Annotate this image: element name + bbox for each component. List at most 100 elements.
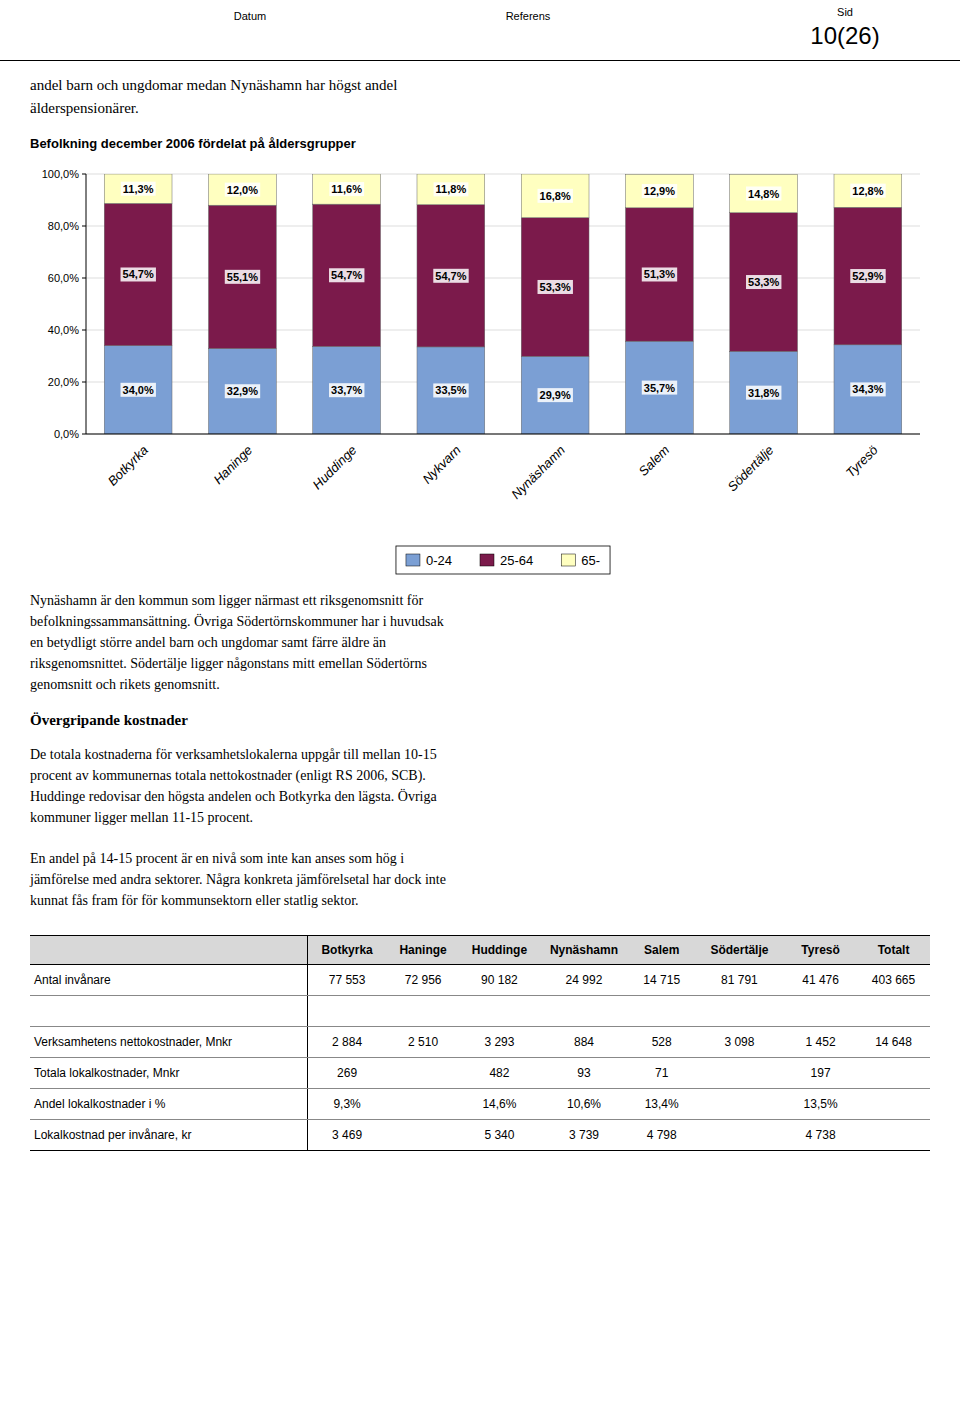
legend-swatch [406, 554, 420, 566]
data-label: 32,9% [227, 385, 258, 397]
table-header-cell: Nynäshamn [539, 936, 628, 965]
y-tick [82, 174, 86, 175]
bar-segment [417, 205, 485, 347]
bar-segment [104, 203, 172, 345]
table-cell: 3 098 [695, 1027, 784, 1058]
data-label-bg [121, 182, 156, 196]
table-cell [857, 1089, 930, 1120]
data-label-group: 12,0% [225, 183, 260, 197]
table-cell [307, 996, 387, 1027]
table-cell: 13,4% [629, 1089, 695, 1120]
x-tick-label: Salem [636, 442, 673, 479]
data-label: 16,8% [540, 190, 571, 202]
table: BotkyrkaHaningeHuddingeNynäshamnSalemSöd… [30, 935, 930, 1151]
table-head: BotkyrkaHaningeHuddingeNynäshamnSalemSöd… [30, 936, 930, 965]
y-tick [82, 382, 86, 383]
data-label-group: 54,7% [121, 267, 156, 281]
chart-title: Befolkning december 2006 fördelat på åld… [30, 136, 930, 151]
bar-segment [417, 347, 485, 434]
table-cell [857, 1120, 930, 1151]
data-label: 33,7% [331, 384, 362, 396]
data-label: 34,3% [852, 383, 883, 395]
data-label-bg [538, 189, 573, 203]
intro-text: andel barn och ungdomar medan Nynäshamn … [30, 74, 930, 119]
data-label-bg [850, 269, 885, 283]
data-label-group: 32,9% [225, 384, 260, 398]
data-label-group: 51,3% [642, 267, 677, 281]
table-cell [857, 1058, 930, 1089]
legend-label: 65- [581, 553, 600, 568]
bar-segment [208, 348, 276, 434]
bars [104, 174, 902, 434]
x-tick-label: Nykvarn [419, 442, 463, 486]
y-tick-label: 100,0% [42, 168, 80, 180]
table-cell: 24 992 [539, 965, 628, 996]
data-label-group: 35,7% [642, 381, 677, 395]
data-label-group: 54,7% [329, 268, 364, 282]
legend-item: 65- [561, 553, 600, 568]
header-rule [0, 60, 960, 61]
legend-frame [396, 546, 610, 574]
bar-segment [625, 341, 693, 434]
data-label-bg [746, 275, 781, 289]
header-center: Referens [478, 10, 578, 22]
data-label: 31,8% [748, 387, 779, 399]
y-axis-line [86, 174, 87, 434]
bar-segment [521, 356, 589, 434]
page: {"header": {"left": "Datum", "center": "… [0, 0, 960, 1408]
bar-segment [625, 174, 693, 208]
table-cell [387, 1089, 460, 1120]
bar-segment [521, 218, 589, 357]
data-label: 12,0% [227, 184, 258, 196]
bar-segment [313, 346, 381, 434]
y-tick-label: 20,0% [48, 376, 79, 388]
table-cell: 71 [629, 1058, 695, 1089]
table-cell: 197 [784, 1058, 857, 1089]
legend-item: 25-64 [480, 553, 533, 568]
x-tick-label: Nynäshamn [508, 442, 568, 502]
data-label-group: 11,8% [434, 182, 469, 196]
table-cell: 9,3% [307, 1089, 387, 1120]
paragraph: Nynäshamn är den kommun som ligger närma… [30, 590, 930, 695]
grid-line [86, 434, 920, 435]
data-label: 11,6% [331, 183, 362, 195]
table-header-cell: Haninge [387, 936, 460, 965]
table-cell: 1 452 [784, 1027, 857, 1058]
data-label-bg [121, 267, 156, 281]
data-label-bg [850, 184, 885, 198]
data-label: 54,7% [435, 270, 466, 282]
table-cell [460, 996, 540, 1027]
data-label: 12,8% [852, 185, 883, 197]
data-label: 11,3% [123, 183, 154, 195]
table-header-cell: Botkyrka [307, 936, 387, 965]
bar-segment [208, 205, 276, 348]
bar-segment [313, 204, 381, 346]
data-label-bg [329, 182, 364, 196]
data-label-group: 53,3% [746, 275, 781, 289]
y-tick-label: 0,0% [54, 428, 79, 440]
legend-swatch [480, 554, 494, 566]
table-header-row: BotkyrkaHaningeHuddingeNynäshamnSalemSöd… [30, 936, 930, 965]
table-cell: Verksamhetens nettokostnader, Mnkr [30, 1027, 307, 1058]
legend-swatch [561, 554, 575, 566]
data-label-group: 34,3% [850, 382, 885, 396]
paragraph: En andel på 14-15 procent är en nivå som… [30, 848, 930, 911]
table-cell: 2 884 [307, 1027, 387, 1058]
bar-segment [834, 207, 902, 345]
table-cell: Antal invånare [30, 965, 307, 996]
data-label-group: 14,8% [746, 187, 781, 201]
data-label-bg [642, 381, 677, 395]
grid [86, 174, 920, 434]
bar-segment [104, 346, 172, 434]
data-label-group: 31,8% [746, 386, 781, 400]
data-label: 11,8% [436, 183, 467, 195]
x-tick-label: Tyresö [843, 442, 881, 480]
legend-label: 25-64 [500, 553, 533, 568]
data-label-bg [642, 184, 677, 198]
data-label: 29,9% [540, 389, 571, 401]
chart: 34,0%32,9%33,7%33,5%29,9%35,7%31,8%34,3%… [0, 160, 960, 580]
table-cell [387, 996, 460, 1027]
table-cell: 3 293 [460, 1027, 540, 1058]
data-label-group: 33,7% [329, 383, 364, 397]
data-label: 53,3% [748, 276, 779, 288]
